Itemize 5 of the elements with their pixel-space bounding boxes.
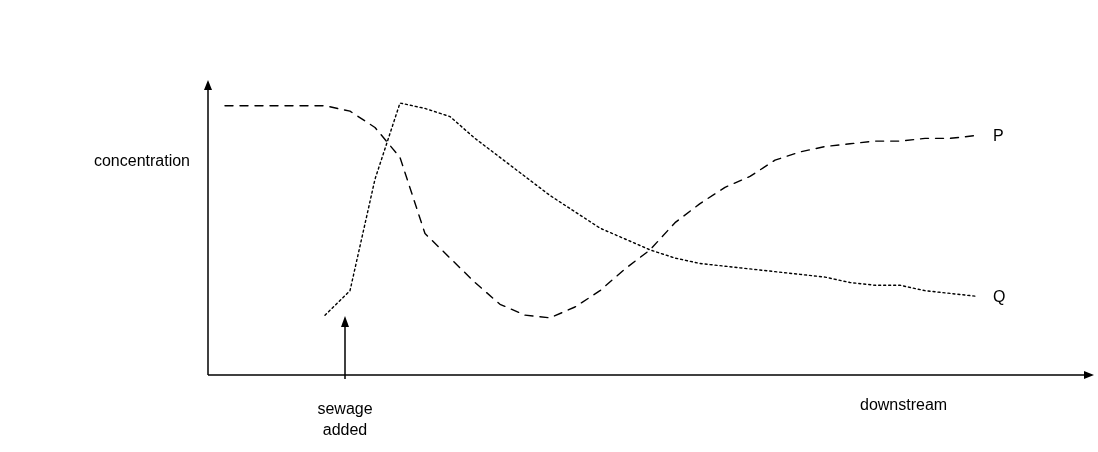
x-axis-title: downstream <box>860 395 948 413</box>
series-label: Q <box>993 287 1006 305</box>
series-label: P <box>993 127 1004 145</box>
y-axis-title: concentration <box>93 151 190 169</box>
text: sewage added <box>317 400 373 438</box>
